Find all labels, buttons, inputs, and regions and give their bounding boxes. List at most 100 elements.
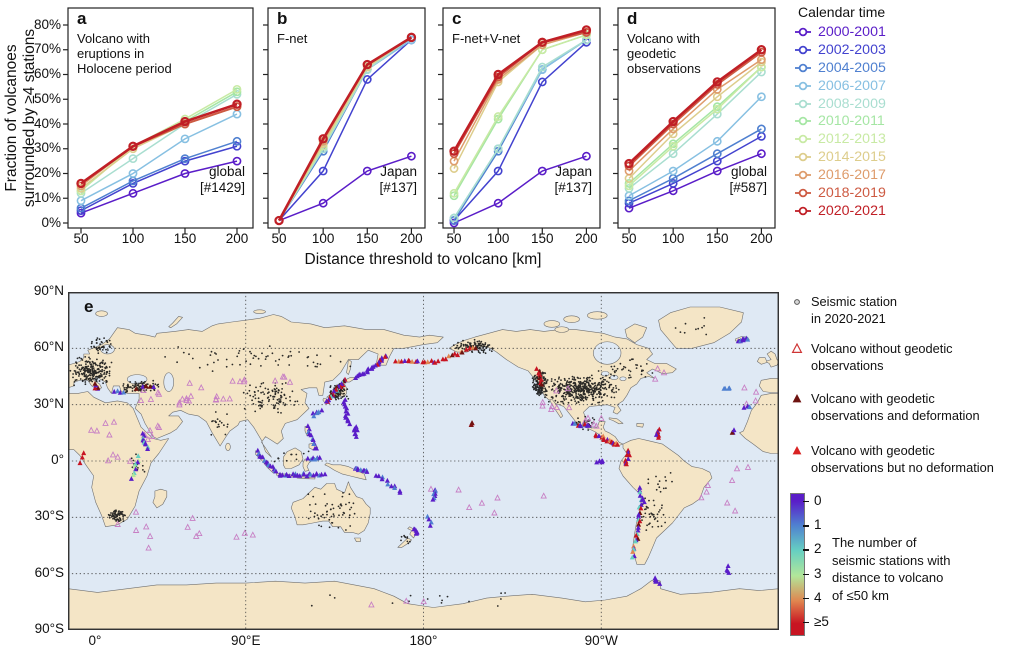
volcano-marker [364,469,370,474]
seismic-station-dot [591,393,593,396]
seismic-station-dot [580,397,583,400]
lat-tick-label: 90°N [33,283,64,298]
lon-tick-label: 180° [409,633,438,648]
seismic-station-dot [102,382,104,385]
landmass [739,393,780,454]
data-point [406,32,417,43]
seismic-station-dot [651,513,654,516]
legend-marker-icon [795,45,811,55]
seismic-station-dot [249,363,252,366]
seismic-station-dot [214,411,217,413]
seismic-station-dot [111,515,113,518]
seismic-station-dot [554,383,557,386]
volcano-open-marker [114,520,121,527]
seismic-station-dot [587,429,590,431]
seismic-station-dot [566,381,568,384]
seismic-station-dot [665,479,667,482]
seismic-station-dot [474,343,476,346]
seismic-station-dot [277,391,280,394]
seismic-station-dot [407,542,410,545]
seismic-station-dot [277,364,280,366]
seismic-station-dot [548,386,550,388]
seismic-station-dot [557,385,559,388]
volcano-marker [322,471,328,477]
volcano-marker [142,440,148,446]
volcano-open-marker [196,529,203,537]
seismic-station-dot [558,376,560,379]
seismic-station-dot [576,397,579,399]
seismic-station-dot [484,342,487,344]
seismic-station-dot [107,349,109,351]
seismic-station-dot [640,516,643,518]
panel-letter-e: e [84,297,94,316]
volcano-marker [443,356,449,362]
seismic-station-dot [259,385,262,388]
volcano-marker [425,359,431,365]
seismic-station-dot [591,388,593,391]
seismic-station-dot [242,348,245,350]
seismic-station-dot [249,394,252,397]
seismic-station-dot [615,387,618,389]
seismic-station-dot [289,399,292,402]
seismic-station-dot [206,363,209,366]
seismic-station-dot [337,394,340,397]
seismic-station-dot [653,504,656,507]
seismic-station-dot [352,502,355,505]
seismic-station-dot [102,346,105,348]
series-line-2000-2001 [80,160,238,214]
volcano-marker [415,358,420,364]
volcano-open-marker [455,486,462,493]
seismic-station-dot [614,385,617,387]
seismic-station-dot [644,376,647,378]
seismic-station-dot [105,351,108,354]
seismic-station-dot [628,376,630,379]
seismic-station-dot [281,354,284,357]
seismic-station-dot [598,396,601,398]
seismic-station-dot [561,400,564,403]
seismic-station-dot [295,458,298,461]
data-point [624,196,634,206]
legend-marker-icon [795,27,811,37]
seismic-station-dot [116,515,119,518]
seismic-station-dot [604,386,607,389]
seismic-station-dot [73,384,75,387]
seismic-station-dot [129,381,131,383]
seismic-station-dot [250,352,253,355]
volcano-open-marker [146,426,154,434]
seismic-station-dot [103,363,106,366]
legend-entry: 2004-2005 [794,59,886,77]
volcano-marker [135,453,141,458]
seismic-station-dot [587,390,590,393]
lake [600,370,610,377]
panel-b-annotation: F-net [277,31,308,46]
x-tick-label: 50 [621,231,637,246]
volcano-marker [339,381,344,386]
volcano-marker [473,345,479,351]
seismic-station-dot [96,342,98,344]
seismic-station-dot [623,365,625,368]
seismic-station-dot [73,381,76,383]
seismic-station-dot [570,388,573,391]
seismic-station-dot [102,359,104,362]
seismic-station-dot [581,395,584,398]
seismic-station-dot [496,605,499,607]
lat-tick-label: 30°N [33,395,64,411]
seismic-station-dot [605,388,608,391]
volcano-marker [428,519,434,525]
lon-tick-label: 90°E [231,633,261,648]
station-dot-icon [794,299,800,305]
seismic-station-dot [94,363,97,366]
volcano-marker [145,446,151,451]
seismic-station-dot [460,344,462,347]
seismic-station-dot [143,470,146,473]
seismic-station-dot [278,358,281,361]
seismic-station-dot [575,387,578,390]
panel-c-annotation: F-net+V-net [452,31,521,46]
seismic-station-dot [97,371,99,374]
seismic-station-dot [664,476,667,478]
volcano-marker [432,488,438,494]
seismic-station-dot [272,404,275,406]
dark-triangle-icon [792,394,802,403]
volcano-marker [317,454,323,460]
